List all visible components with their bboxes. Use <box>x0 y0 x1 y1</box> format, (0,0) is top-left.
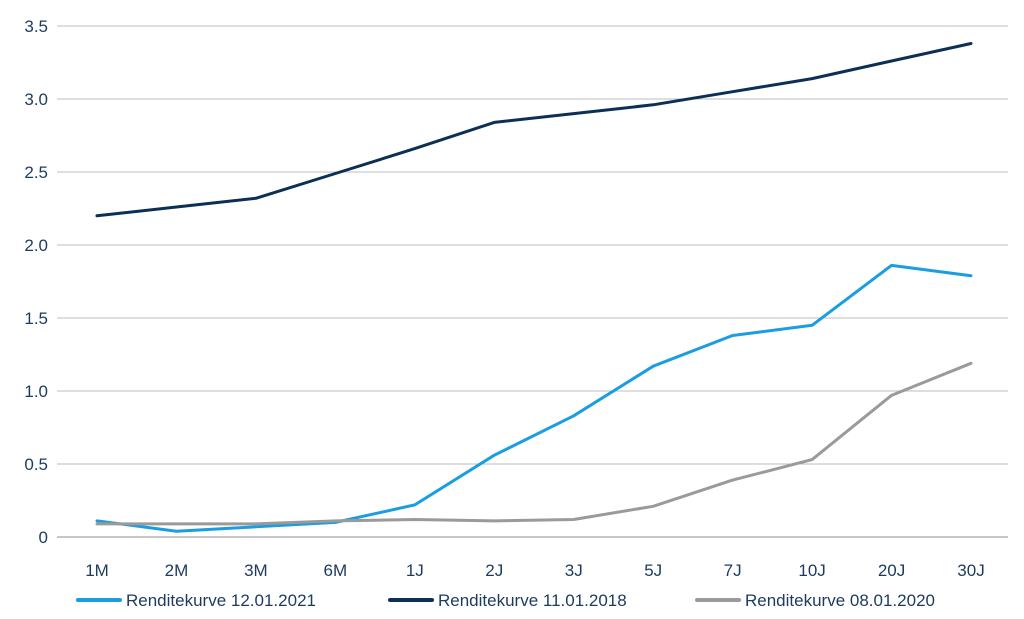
y-tick-label: 2.5 <box>24 163 48 182</box>
y-tick-label: 0.5 <box>24 455 48 474</box>
y-tick-label: 1.0 <box>24 382 48 401</box>
y-tick-label: 2.0 <box>24 236 48 255</box>
legend-label-3: Renditekurve 08.01.2020 <box>745 591 935 610</box>
x-tick-label: 2J <box>485 561 503 580</box>
y-tick-label: 0 <box>39 528 48 547</box>
x-tick-label: 1M <box>85 561 109 580</box>
series-line-3 <box>95 361 973 526</box>
series-line-2 <box>95 42 973 218</box>
x-tick-label: 3M <box>244 561 268 580</box>
x-tick-label: 3J <box>565 561 583 580</box>
x-tick-label: 7J <box>724 561 742 580</box>
y-tick-label: 3.0 <box>24 90 48 109</box>
x-tick-label: 5J <box>644 561 662 580</box>
x-tick-label: 10J <box>798 561 825 580</box>
x-tick-label: 20J <box>878 561 905 580</box>
gridlines <box>57 25 1008 538</box>
legend-label-2: Renditekurve 11.01.2018 <box>438 591 627 610</box>
x-tick-label: 30J <box>957 561 984 580</box>
x-tick-label: 2M <box>165 561 189 580</box>
y-tick-label: 3.5 <box>24 17 48 36</box>
x-tick-label: 1J <box>406 561 424 580</box>
legend-label-1: Renditekurve 12.01.2021 <box>126 591 316 610</box>
y-tick-label: 1.5 <box>24 309 48 328</box>
x-tick-label: 6M <box>324 561 348 580</box>
series-line-1 <box>95 263 973 533</box>
legend: Renditekurve 12.01.2021 Renditekurve 11.0… <box>76 591 935 610</box>
